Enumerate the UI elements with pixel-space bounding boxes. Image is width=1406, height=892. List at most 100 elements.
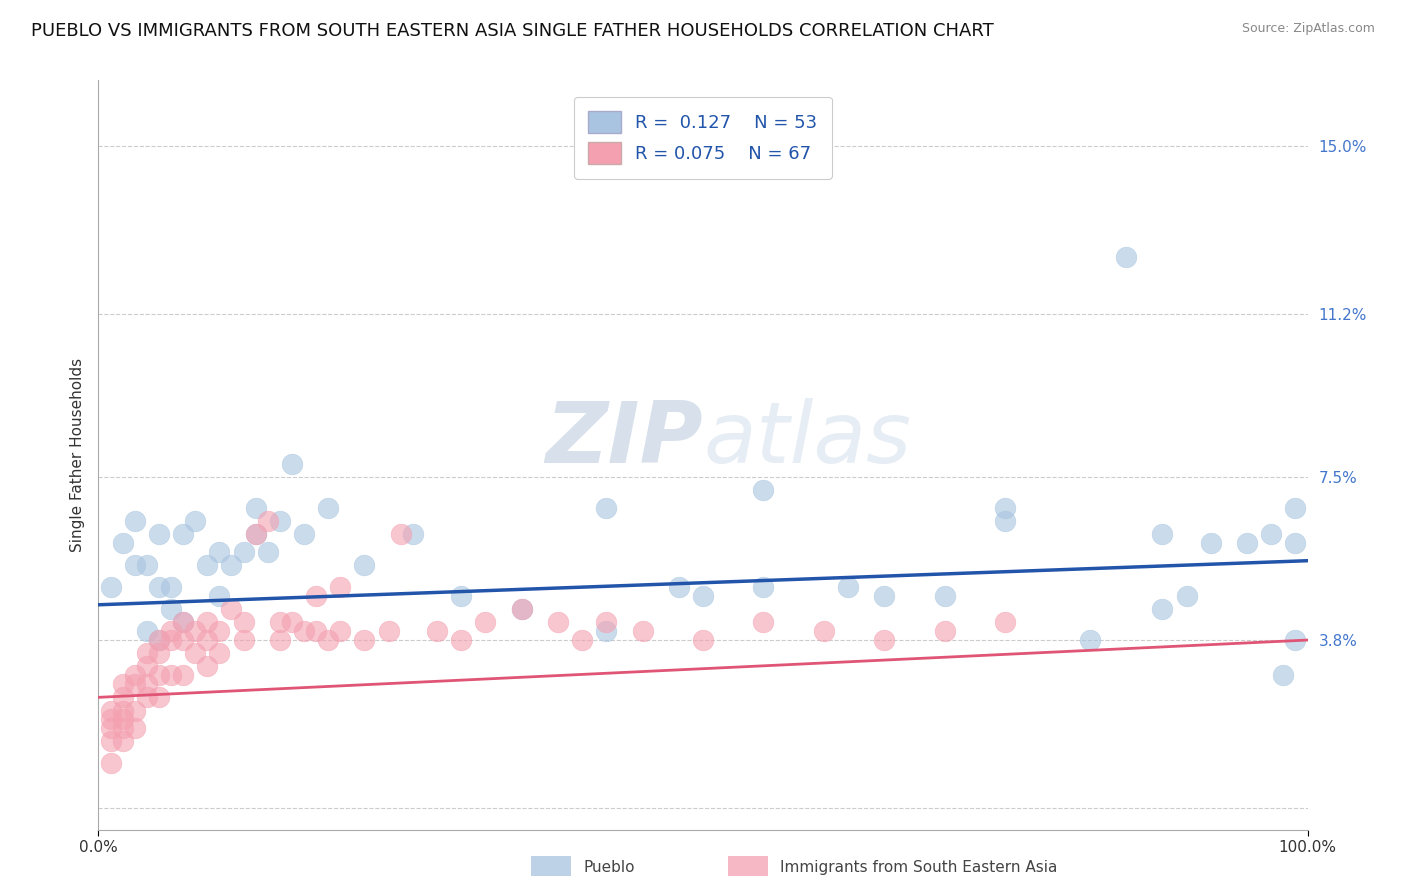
Point	[124, 514, 146, 528]
Point	[353, 558, 375, 573]
Point	[692, 633, 714, 648]
Point	[316, 633, 339, 648]
Point	[221, 602, 243, 616]
Point	[1152, 527, 1174, 541]
Text: Pueblo: Pueblo	[583, 860, 636, 874]
Point	[450, 589, 472, 603]
Point	[752, 580, 775, 594]
Point	[305, 589, 328, 603]
Point	[124, 558, 146, 573]
Point	[100, 721, 122, 735]
Point	[510, 602, 533, 616]
Point	[195, 615, 218, 630]
Point	[595, 624, 617, 639]
Point	[1199, 536, 1222, 550]
Point	[1284, 633, 1306, 648]
Point	[124, 677, 146, 691]
Point	[377, 624, 399, 639]
Point	[281, 457, 304, 471]
Point	[148, 580, 170, 594]
Point	[752, 483, 775, 498]
Point	[232, 615, 254, 630]
Point	[100, 712, 122, 726]
Point	[124, 704, 146, 718]
Text: Source: ZipAtlas.com: Source: ZipAtlas.com	[1241, 22, 1375, 36]
Point	[668, 580, 690, 594]
Point	[148, 646, 170, 660]
Point	[474, 615, 496, 630]
Point	[305, 624, 328, 639]
Point	[111, 690, 134, 705]
Text: atlas: atlas	[703, 399, 911, 482]
Point	[148, 633, 170, 648]
Point	[245, 527, 267, 541]
Point	[100, 756, 122, 771]
Point	[1236, 536, 1258, 550]
Point	[148, 690, 170, 705]
Point	[1078, 633, 1101, 648]
Y-axis label: Single Father Households: Single Father Households	[69, 358, 84, 552]
Point	[111, 712, 134, 726]
Point	[232, 545, 254, 559]
Point	[692, 589, 714, 603]
Point	[208, 646, 231, 660]
Point	[510, 602, 533, 616]
Point	[148, 668, 170, 682]
Point	[124, 721, 146, 735]
Legend: R =  0.127    N = 53, R = 0.075    N = 67: R = 0.127 N = 53, R = 0.075 N = 67	[574, 97, 832, 178]
Point	[934, 589, 956, 603]
Text: PUEBLO VS IMMIGRANTS FROM SOUTH EASTERN ASIA SINGLE FATHER HOUSEHOLDS CORRELATIO: PUEBLO VS IMMIGRANTS FROM SOUTH EASTERN …	[31, 22, 994, 40]
Point	[1260, 527, 1282, 541]
Point	[172, 615, 194, 630]
Point	[232, 633, 254, 648]
Point	[994, 615, 1017, 630]
Point	[329, 580, 352, 594]
Point	[135, 624, 157, 639]
Point	[281, 615, 304, 630]
Point	[316, 500, 339, 515]
Point	[450, 633, 472, 648]
Point	[208, 589, 231, 603]
Point	[1284, 536, 1306, 550]
Point	[160, 633, 183, 648]
Point	[172, 633, 194, 648]
Point	[353, 633, 375, 648]
Point	[389, 527, 412, 541]
Point	[221, 558, 243, 573]
Point	[752, 615, 775, 630]
Point	[160, 602, 183, 616]
Point	[195, 558, 218, 573]
Point	[595, 615, 617, 630]
Point	[402, 527, 425, 541]
Point	[135, 659, 157, 673]
Text: ZIP: ZIP	[546, 399, 703, 482]
Point	[256, 514, 278, 528]
Point	[111, 704, 134, 718]
Point	[172, 615, 194, 630]
Point	[292, 624, 315, 639]
Point	[994, 514, 1017, 528]
Point	[160, 668, 183, 682]
Point	[269, 633, 291, 648]
Point	[208, 545, 231, 559]
Point	[172, 527, 194, 541]
Point	[547, 615, 569, 630]
Point	[135, 646, 157, 660]
Point	[100, 580, 122, 594]
Point	[1175, 589, 1198, 603]
Point	[269, 514, 291, 528]
Point	[195, 633, 218, 648]
Point	[100, 734, 122, 748]
Point	[426, 624, 449, 639]
Point	[631, 624, 654, 639]
Point	[111, 721, 134, 735]
Point	[1152, 602, 1174, 616]
Point	[111, 536, 134, 550]
Point	[1284, 500, 1306, 515]
Point	[571, 633, 593, 648]
Point	[160, 580, 183, 594]
Point	[135, 677, 157, 691]
Point	[873, 633, 896, 648]
Point	[837, 580, 859, 594]
Point	[111, 677, 134, 691]
